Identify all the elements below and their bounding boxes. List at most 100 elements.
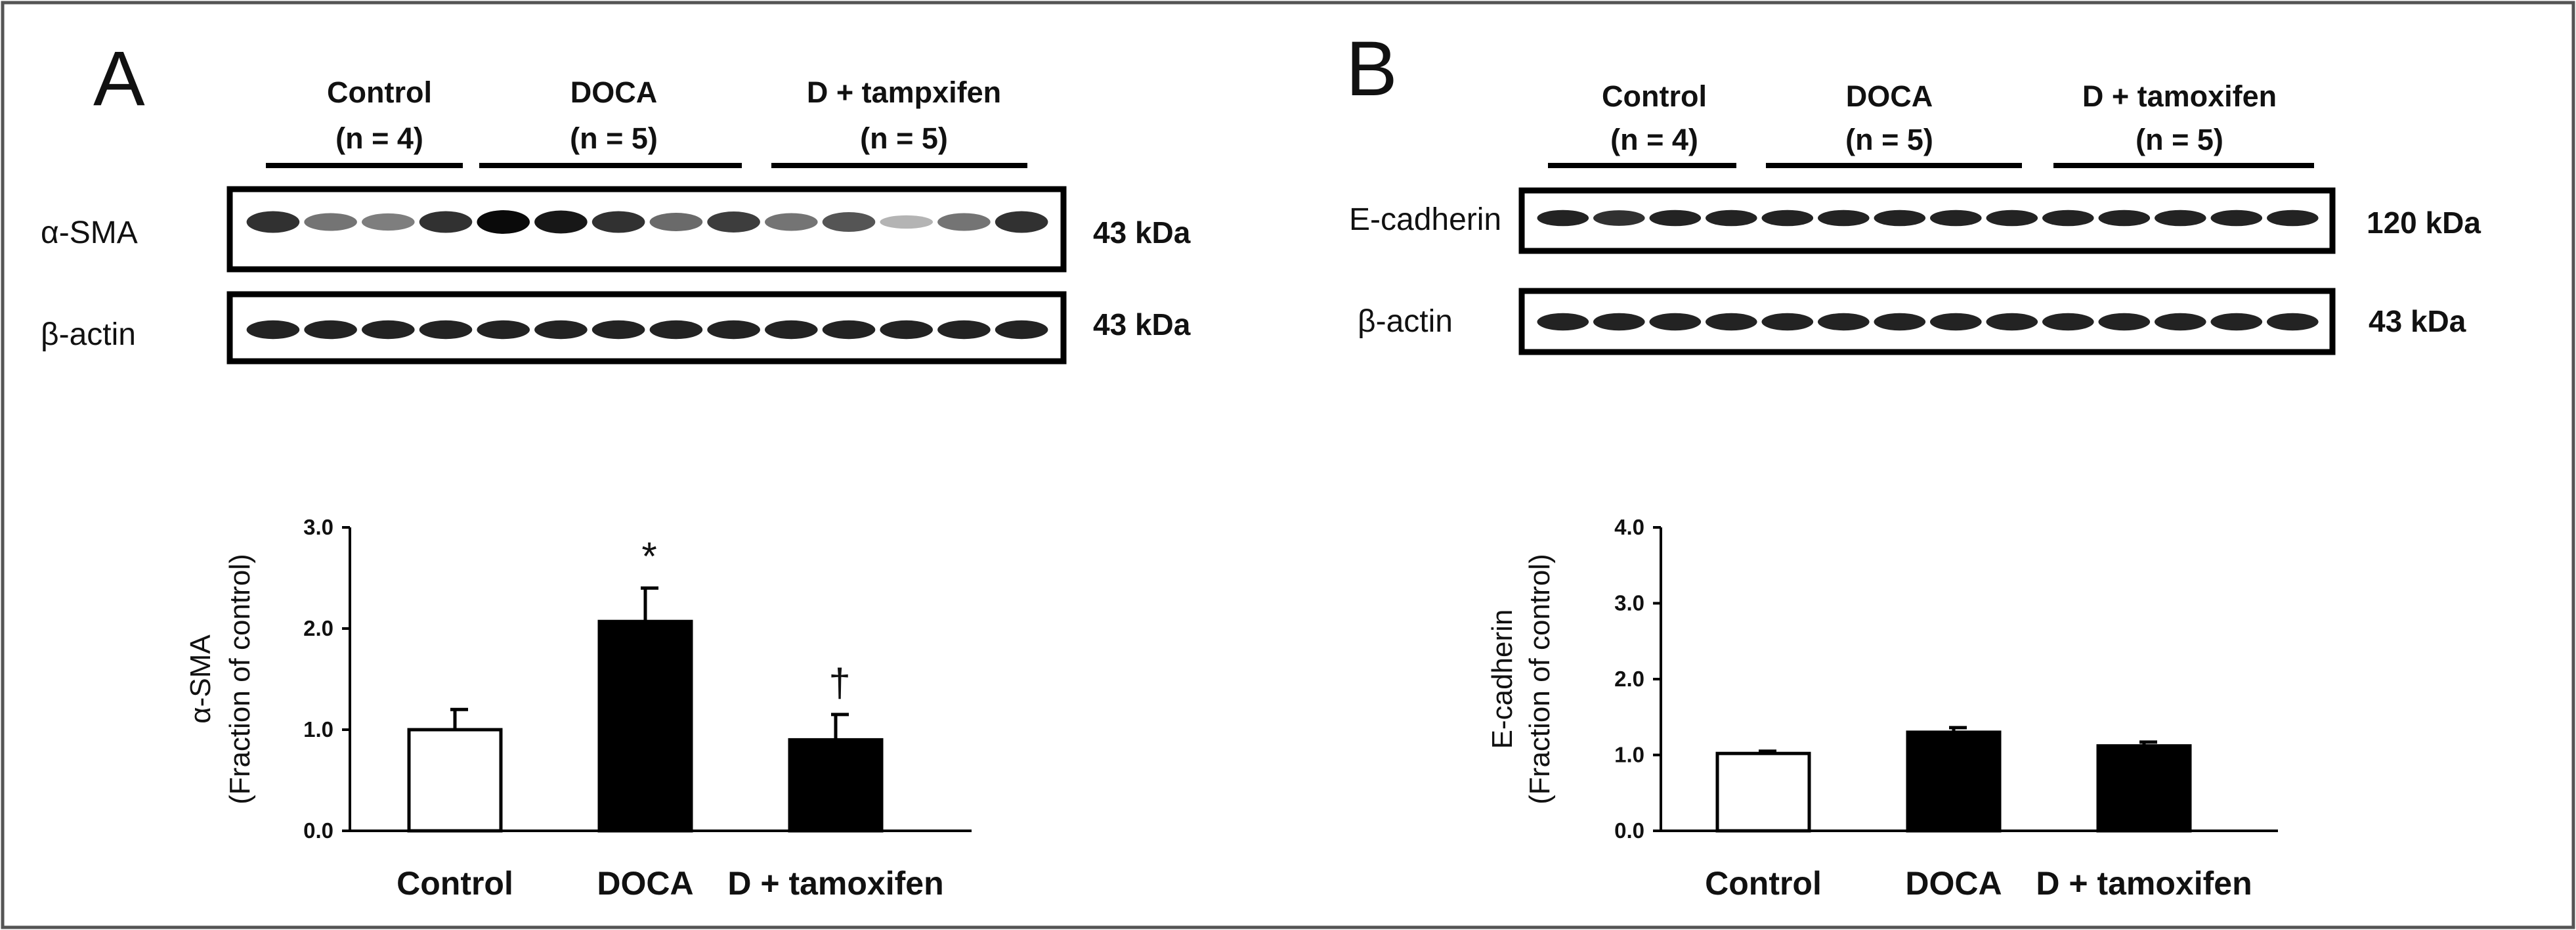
blot-band [765, 213, 818, 231]
y-tick-label: 4.0 [1614, 515, 1644, 539]
blot-band [822, 320, 876, 340]
bar [597, 619, 693, 833]
blot-band [649, 213, 703, 231]
blot-band [1593, 210, 1645, 226]
blot-band [2098, 210, 2151, 227]
panel-b: B Control (n = 4) DOCA (n = 5) D + tamox… [1346, 26, 2481, 355]
panel-a-group-control-n: (n = 4) [335, 122, 423, 155]
panel-b-letter: B [1346, 26, 1398, 112]
blot-band [419, 211, 473, 233]
panel-b-blot-1-label: E-cadherin [1349, 202, 1501, 237]
panel-a-group-doca-n: (n = 5) [570, 122, 658, 155]
blot-band [2098, 313, 2151, 331]
blot-band [1874, 313, 1926, 331]
y-axis-label: α-SMA [184, 634, 217, 724]
panel-a-group-control-name: Control [327, 76, 432, 109]
panel-a-blot-1-bands [246, 210, 1048, 234]
blot-band [1930, 210, 1982, 227]
blot-band [1537, 313, 1589, 331]
blot-band [1649, 210, 1702, 227]
panel-a: A Control (n = 4) DOCA (n = 5) D + tampx… [41, 35, 1191, 365]
blot-band [1874, 210, 1926, 227]
blot-band [1706, 313, 1757, 331]
blot-band [707, 320, 760, 340]
panel-b-group-doca-n: (n = 5) [1845, 123, 1933, 156]
y-tick-label: 3.0 [1614, 591, 1644, 615]
blot-band [591, 211, 645, 233]
blot-band [1537, 210, 1589, 227]
y-tick-label: 1.0 [1614, 743, 1644, 767]
blot-band [304, 320, 357, 340]
blot-band [765, 320, 818, 340]
y-tick-label: 1.0 [303, 717, 333, 742]
bar [788, 738, 884, 833]
blot-band [246, 211, 300, 233]
panel-b-blot-2-bands [1537, 313, 2319, 331]
blot-band [477, 320, 530, 340]
category-label: Control [397, 865, 513, 902]
panel-b-blot-1-size: 120 kDa [2367, 206, 2481, 240]
panel-a-group-dtam-n: (n = 5) [860, 122, 948, 155]
blot-band [2042, 210, 2094, 227]
blot-band [707, 211, 760, 232]
y-axis-label: E-cadherin [1486, 609, 1518, 749]
blot-band [1761, 313, 1814, 331]
bar [1906, 730, 2002, 833]
y-tick-label: 0.0 [1614, 818, 1644, 843]
blot-band [591, 320, 645, 340]
blot-band [995, 211, 1048, 233]
blot-band [2267, 210, 2319, 227]
blot-band [1818, 313, 1870, 331]
blot-band [649, 320, 703, 340]
blot-band [1986, 313, 2038, 331]
blot-band [2210, 313, 2263, 331]
blot-band [937, 320, 991, 340]
category-label: Control [1705, 865, 1822, 902]
blot-band [2267, 313, 2319, 331]
panel-b-blot-2-label: β-actin [1358, 304, 1453, 339]
panel-a-letter: A [93, 35, 145, 122]
category-label: DOCA [597, 865, 693, 902]
panel-a-group-labels: Control (n = 4) DOCA (n = 5) D + tampxif… [327, 76, 1001, 155]
panel-a-blot-1-size: 43 kDa [1093, 215, 1191, 250]
category-label: DOCA [1905, 865, 2002, 902]
blot-band [2155, 210, 2206, 227]
blot-band [1930, 313, 1982, 331]
panel-b-blot-2-size: 43 kDa [2369, 304, 2466, 338]
significance-mark: * [641, 534, 656, 578]
blot-band [822, 212, 876, 232]
blot-band [1706, 210, 1757, 227]
blot-band [880, 215, 933, 229]
y-tick-label: 3.0 [303, 515, 333, 539]
panel-a-group-doca-name: DOCA [570, 76, 658, 109]
bar [1715, 751, 1811, 833]
blot-band [534, 320, 588, 340]
panel-b-group-doca-name: DOCA [1846, 79, 1933, 113]
category-label: D + tamoxifen [2036, 865, 2252, 902]
blot-band [2210, 210, 2263, 227]
blot-band [246, 320, 300, 340]
blot-band [880, 320, 933, 340]
y-axis-label-unit: (Fraction of control) [1524, 554, 1556, 804]
y-tick-label: 2.0 [1614, 667, 1644, 691]
blot-band [304, 213, 357, 231]
panel-b-group-control-n: (n = 4) [1610, 123, 1698, 156]
y-tick-label: 2.0 [303, 616, 333, 640]
blot-band [419, 320, 473, 340]
panel-a-blot-1-box [226, 186, 1067, 273]
blot-band [362, 213, 415, 231]
blot-band [1593, 313, 1645, 331]
blot-band [1818, 210, 1870, 227]
panel-a-blot-2-label: β-actin [41, 317, 136, 352]
blot-band [1649, 313, 1702, 331]
blot-band [534, 210, 588, 234]
blot-band [1986, 210, 2038, 227]
chart-a: 0.0 1.0 2.0 3.0 α-SMA (Fraction of control) Co… [184, 515, 972, 902]
blot-band [2042, 313, 2094, 331]
chart-b: 0.0 1.0 2.0 3.0 4.0 E-cadherin (Fraction of co… [1486, 515, 2278, 902]
blot-band [362, 320, 415, 340]
blot-band [937, 213, 991, 231]
panel-b-blot-1-bands [1537, 210, 2319, 227]
blot-band [995, 320, 1048, 340]
